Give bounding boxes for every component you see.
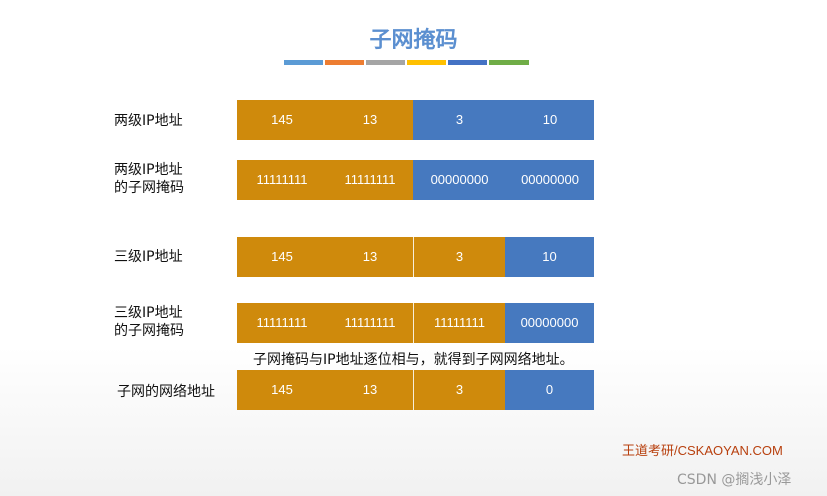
two-level-mask-row: 11111111 11111111 00000000 00000000 xyxy=(237,160,594,200)
brand-credit: 王道考研/CSKAOYAN.COM xyxy=(622,443,783,458)
two-level-ip-octet-2: 13 xyxy=(327,100,413,140)
two-level-mask-octet-1: 11111111 xyxy=(237,160,327,200)
and-operation-note: 子网掩码与IP地址逐位相与，就得到子网网络地址。 xyxy=(253,352,574,368)
stripe-3 xyxy=(366,60,405,65)
page-title: 子网掩码 xyxy=(369,28,458,53)
three-level-mask-octet-4: 00000000 xyxy=(505,303,594,343)
two-level-mask-octet-3: 00000000 xyxy=(413,160,506,200)
row-label-three-level-mask: 三级IP地址 的子网掩码 xyxy=(114,304,184,340)
row-label-two-level-mask-line1: 两级IP地址 xyxy=(114,162,183,178)
subnet-address-octet-4: 0 xyxy=(505,370,594,410)
subnet-address-octet-2: 13 xyxy=(327,370,413,410)
row-label-three-level-mask-line1: 三级IP地址 xyxy=(114,305,183,321)
three-level-mask-octet-1: 11111111 xyxy=(237,303,327,343)
three-level-ip-octet-1: 145 xyxy=(237,237,327,277)
two-level-ip-octet-4: 10 xyxy=(506,100,594,140)
row-label-three-level-ip: 三级IP地址 xyxy=(114,249,183,265)
two-level-ip-row: 145 13 3 10 xyxy=(237,100,594,140)
subnet-network-address-row: 145 13 3 0 xyxy=(237,370,594,410)
stripe-1 xyxy=(284,60,323,65)
three-level-mask-octet-3: 11111111 xyxy=(413,303,505,343)
row-label-two-level-mask-line2: 的子网掩码 xyxy=(114,180,184,196)
stripe-4 xyxy=(407,60,446,65)
stripe-5 xyxy=(448,60,487,65)
row-label-two-level-ip: 两级IP地址 xyxy=(114,113,183,129)
three-level-ip-row: 145 13 3 10 xyxy=(237,237,594,277)
three-level-mask-octet-2: 11111111 xyxy=(327,303,413,343)
three-level-ip-octet-3: 3 xyxy=(413,237,505,277)
two-level-mask-octet-4: 00000000 xyxy=(506,160,594,200)
subnet-address-octet-3: 3 xyxy=(413,370,505,410)
subnet-address-octet-1: 145 xyxy=(237,370,327,410)
two-level-ip-octet-1: 145 xyxy=(237,100,327,140)
row-label-subnet-network-address: 子网的网络地址 xyxy=(117,384,215,400)
row-label-three-level-mask-line2: 的子网掩码 xyxy=(114,323,184,339)
three-level-ip-octet-4: 10 xyxy=(505,237,594,277)
two-level-mask-octet-2: 11111111 xyxy=(327,160,413,200)
row-label-two-level-mask: 两级IP地址 的子网掩码 xyxy=(114,161,184,197)
stripe-2 xyxy=(325,60,364,65)
three-level-mask-row: 11111111 11111111 11111111 00000000 xyxy=(237,303,594,343)
three-level-ip-octet-2: 13 xyxy=(327,237,413,277)
stripe-6 xyxy=(489,60,529,65)
csdn-watermark: CSDN @搁浅小泽 xyxy=(677,472,792,488)
two-level-ip-octet-3: 3 xyxy=(413,100,506,140)
